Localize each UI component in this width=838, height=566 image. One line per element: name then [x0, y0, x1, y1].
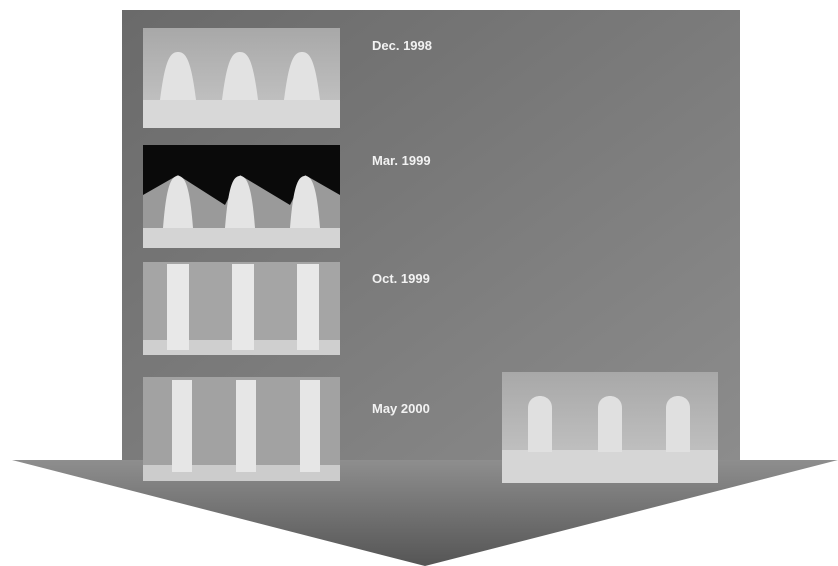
- sem-image: [143, 262, 340, 355]
- sem-image: [143, 28, 340, 128]
- figure: Dec. 1998 Mar. 1999 Oct. 1999 May 2000: [0, 0, 838, 566]
- sem-image: [502, 372, 718, 483]
- date-label: Dec. 1998: [372, 38, 432, 53]
- sem-image: [143, 377, 340, 481]
- date-label: Oct. 1999: [372, 271, 430, 286]
- sem-image: [143, 145, 340, 248]
- date-label: Mar. 1999: [372, 153, 431, 168]
- date-label: May 2000: [372, 401, 430, 416]
